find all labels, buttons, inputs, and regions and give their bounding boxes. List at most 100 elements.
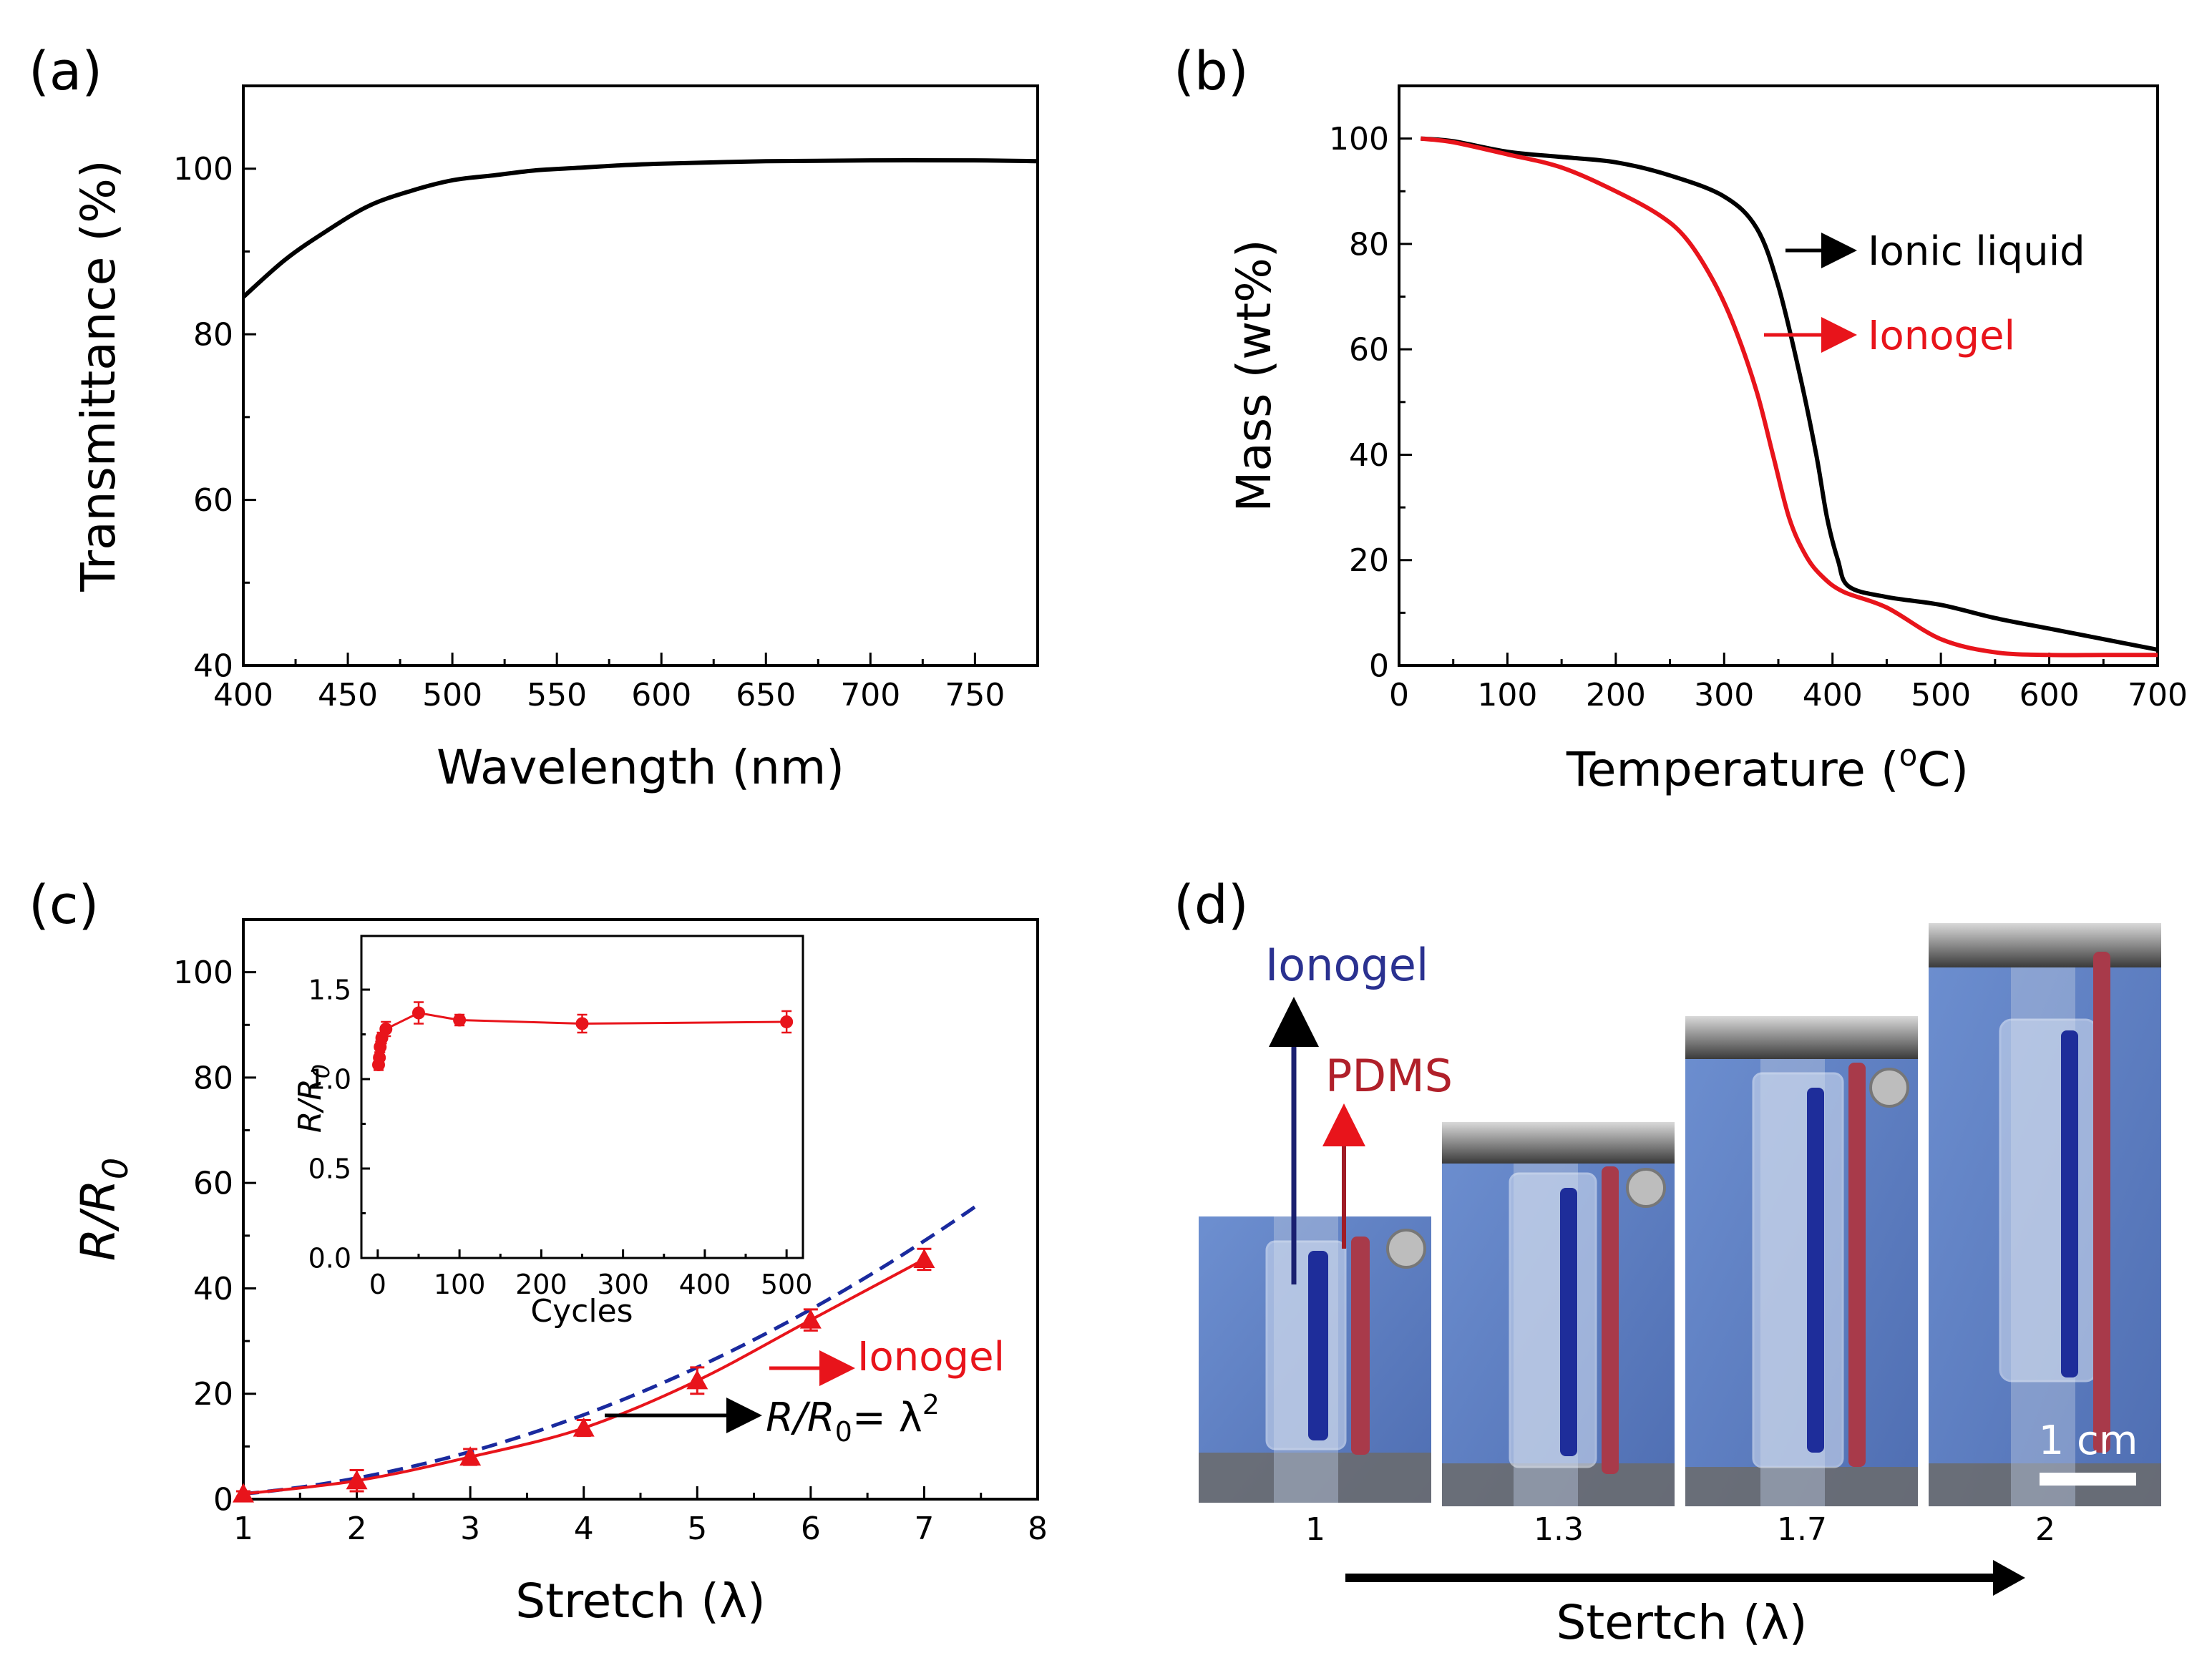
y-tick-label: 80 (1349, 226, 1389, 263)
panel-label-d: (d) (1174, 874, 1249, 936)
x-tick-label: 5 (687, 1511, 707, 1547)
photo-2-pdms-strip (1602, 1166, 1619, 1474)
chart-c-inset: 0 100 200 300 400 500 0.0 0.5 1.0 1.5 Cycles R/R0 (292, 935, 813, 1330)
photo-1-base (1199, 1453, 1431, 1503)
y-tick-label: 100 (173, 151, 233, 187)
photo-3-base (1685, 1467, 1918, 1506)
inset-frame (360, 935, 804, 1259)
chart-c-annot-lambda: R/R0= λ2 (766, 1389, 940, 1448)
chart-a-ylabel: Transmittance (%) (71, 160, 126, 592)
inset-xlabel: Cycles (530, 1293, 633, 1330)
inset-markers (371, 1001, 794, 1071)
chart-c-ylabel: R/R0 (71, 1158, 136, 1262)
x-tick-label: 0 (369, 1269, 386, 1300)
photo-1-ionogel-sample (1265, 1240, 1347, 1450)
stretch-label-1-3: 1.3 (1534, 1511, 1584, 1548)
y-tick-label: 1.0 (308, 1063, 351, 1095)
y-tick-label: 40 (193, 1271, 233, 1307)
x-tick-label: 500 (1911, 677, 1971, 713)
inset-point-marker (411, 1006, 425, 1020)
x-tick-label: 200 (515, 1269, 567, 1300)
scale-bar-label: 1 cm (2039, 1418, 2138, 1464)
chart-c-xlabel: Stretch (λ) (515, 1574, 766, 1629)
photo-2-ionogel-sample (1509, 1172, 1597, 1468)
x-tick-label: 2 (347, 1511, 367, 1547)
x-tick-label: 6 (801, 1511, 821, 1547)
inset-point-marker (575, 1017, 589, 1030)
x-tick-label: 100 (434, 1269, 486, 1300)
y-tick-label: 1.5 (308, 974, 351, 1005)
photo-1-knob (1386, 1229, 1426, 1269)
chart-b-tga: 0 100 200 300 400 500 600 700 0 20 40 60 80 100 Ionic… (1227, 84, 2188, 797)
triangle-marker (573, 1417, 595, 1437)
inset-point-marker (379, 1023, 393, 1035)
x-tick-label: 300 (597, 1269, 649, 1300)
chart-b-frame (1398, 84, 2159, 667)
inset-ylabel: R/R0 (292, 1064, 335, 1133)
x-tick-label: 700 (840, 677, 900, 713)
x-tick-label: 4 (574, 1511, 594, 1547)
inset-ticks: 0 100 200 300 400 500 0.0 0.5 1.0 1.5 (308, 974, 813, 1300)
chart-a-series-line (242, 157, 1038, 299)
chart-c-series-lambda-squared (243, 1201, 983, 1496)
y-tick-label: 60 (193, 482, 233, 519)
chart-b-ticks: 0 100 200 300 400 500 600 700 0 20 40 60 80 100 (1329, 121, 2188, 713)
x-tick-label: 600 (2019, 677, 2080, 713)
photo-stretch-1-3 (1442, 1122, 1675, 1506)
inset-point-marker (373, 1051, 386, 1064)
inset-point-marker (780, 1015, 794, 1028)
y-tick-label: 80 (193, 1060, 233, 1096)
y-tick-label: 0 (1369, 648, 1389, 684)
photo-2-knob (1626, 1168, 1666, 1208)
x-tick-label: 400 (679, 1269, 731, 1300)
triangle-marker (686, 1370, 708, 1390)
x-tick-label: 0 (1389, 677, 1409, 713)
stretch-label-2: 2 (2035, 1511, 2055, 1548)
photo-4-ionogel-sample (1999, 1018, 2098, 1382)
photo-3-knob (1869, 1068, 1909, 1108)
x-tick-label: 3 (460, 1511, 480, 1547)
photo-stretch-1-7 (1685, 1016, 1918, 1506)
x-tick-label: 600 (631, 677, 691, 713)
chart-b-legend-ionic-liquid: Ionic liquid (1868, 228, 2085, 275)
photo-stretch-2: 1 cm (1929, 923, 2161, 1506)
y-tick-label: 20 (193, 1376, 233, 1413)
photo-3-pdms-strip (1848, 1063, 1866, 1467)
x-tick-label: 650 (736, 677, 796, 713)
pdms-label: PDMS (1325, 1050, 1453, 1102)
photo-3-ionogel-sample (1752, 1072, 1844, 1468)
ionogel-label: Ionogel (1265, 939, 1428, 991)
y-tick-label: 60 (193, 1166, 233, 1202)
x-tick-label: 400 (1803, 677, 1863, 713)
stretch-arrow-head (1993, 1560, 2025, 1596)
stretch-label-1: 1 (1305, 1511, 1325, 1548)
chart-b-series-ionic-liquid (1421, 136, 2158, 652)
stretch-label-1-7: 1.7 (1777, 1511, 1827, 1548)
photo-1-pdms-strip (1351, 1237, 1370, 1455)
photo-2-top-clamp (1442, 1122, 1675, 1164)
x-tick-label: 400 (213, 677, 273, 713)
x-tick-label: 700 (2128, 677, 2188, 713)
photo-3-top-clamp (1685, 1016, 1918, 1059)
chart-a-frame (242, 84, 1039, 667)
panel-label-c: (c) (29, 874, 99, 936)
chart-b-legend-ionogel: Ionogel (1868, 313, 2015, 359)
x-tick-label: 100 (1477, 677, 1537, 713)
chart-b-ylabel: Mass (wt%) (1227, 239, 1282, 512)
triangle-marker (459, 1446, 482, 1466)
panel-d-axis-label: Stertch (λ) (1556, 1595, 1807, 1650)
y-tick-label: 0.5 (308, 1153, 351, 1184)
x-tick-label: 1 (233, 1511, 253, 1547)
y-tick-label: 60 (1349, 332, 1389, 369)
photo-3-blue-stripe (1807, 1088, 1824, 1453)
photo-2-base (1442, 1463, 1675, 1506)
y-tick-label: 40 (193, 648, 233, 684)
triangle-marker (913, 1248, 935, 1268)
inset-point-marker (453, 1013, 467, 1027)
y-tick-label: 40 (1349, 437, 1389, 474)
x-tick-label: 7 (914, 1511, 934, 1547)
panel-label-b: (b) (1174, 41, 1249, 102)
